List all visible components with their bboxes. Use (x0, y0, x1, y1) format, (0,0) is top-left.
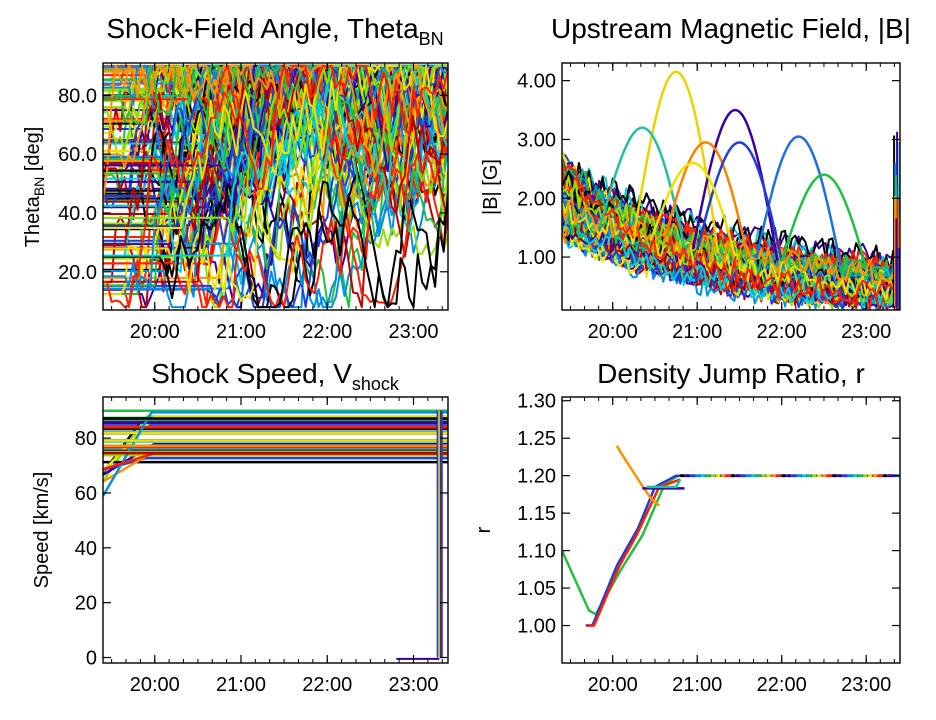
bfield-ytick-label: 1.00 (517, 247, 556, 269)
bfield-ytick-label: 2.00 (517, 188, 556, 210)
speed-xtick-label: 22:00 (302, 674, 352, 696)
theta-xtick-label: 20:00 (130, 321, 180, 343)
ratio-ticks: 20:00 21:00 22:00 23:00 1.00 1.05 1.10 1.15 1.20… (517, 391, 900, 696)
bfield-xtick-label: 23:00 (841, 321, 891, 343)
speed-series-line (103, 456, 448, 471)
speed-ytick-label: 20 (75, 593, 97, 615)
bfield-ticks: 20:00 21:00 22:00 23:00 1.00 2.00 3.00 4.00 (517, 63, 900, 343)
ratio-frame (561, 396, 901, 664)
speed-ylabel: Speed [km/s] (31, 472, 53, 589)
bfield-peak-line (632, 70, 720, 254)
ratio-series-line (615, 445, 661, 507)
ratio-ytick-label: 1.20 (517, 466, 556, 488)
ratio-series-line (562, 474, 900, 616)
theta-xtick-label: 23:00 (388, 321, 438, 343)
speed-series-line (103, 411, 448, 497)
speed-frame (102, 396, 449, 664)
ratio-series (562, 445, 900, 627)
theta-frame (102, 62, 449, 311)
bfield-xtick-label: 21:00 (672, 321, 722, 343)
panel-bfield: Upstream Magnetic Field, |B| |B| [G] 20:… (480, 13, 911, 343)
speed-ytick-label: 60 (75, 483, 97, 505)
theta-ytick-label: 80.0 (58, 85, 97, 107)
bfield-peak-line (649, 161, 737, 257)
theta-xtick-label: 21:00 (216, 321, 266, 343)
theta-xtick-label: 22:00 (302, 321, 352, 343)
ratio-ytick-label: 1.05 (517, 578, 556, 600)
ratio-ytick-label: 1.10 (517, 541, 556, 563)
theta-title: Shock-Field Angle, ThetaBN (106, 13, 443, 49)
ratio-ytick-label: 1.25 (517, 428, 556, 450)
ratio-xtick-label: 22:00 (757, 674, 807, 696)
bfield-ylabel: |B| [G] (480, 159, 502, 215)
bfield-xtick-label: 20:00 (588, 321, 638, 343)
theta-series-line (103, 64, 448, 257)
speed-xtick-label: 23:00 (388, 674, 438, 696)
theta-ytick-label: 20.0 (58, 262, 97, 284)
theta-series-line (103, 64, 448, 229)
speed-ticks: 20:00 21:00 22:00 23:00 0 20 40 60 80 (75, 397, 448, 696)
theta-series-line (103, 64, 448, 178)
theta-ylabel: ThetaBN [deg] (22, 127, 47, 248)
panel-theta: Shock-Field Angle, ThetaBN ThetaBN [deg]… (22, 13, 449, 343)
speed-ytick-label: 0 (86, 648, 97, 670)
bfield-frame (561, 62, 901, 311)
ratio-ytick-label: 1.00 (517, 616, 556, 638)
bfield-ytick-label: 4.00 (517, 71, 556, 93)
ratio-series-line (646, 478, 682, 489)
bfield-peak-line (780, 173, 868, 268)
theta-ytick-label: 40.0 (58, 203, 97, 225)
bfield-title: Upstream Magnetic Field, |B| (551, 13, 911, 44)
theta-series (103, 64, 448, 309)
bfield-peak-line (755, 135, 843, 267)
bfield-peak-line (695, 141, 783, 262)
speed-xtick-label: 21:00 (216, 674, 266, 696)
ratio-xtick-label: 21:00 (672, 674, 722, 696)
bfield-peak-line (662, 141, 750, 258)
bfield-xtick-label: 22:00 (757, 321, 807, 343)
ratio-ylabel: r (473, 526, 495, 533)
ratio-xtick-label: 20:00 (588, 674, 638, 696)
bfield-series (562, 70, 900, 310)
theta-series-line (103, 64, 448, 309)
panel-ratio: Density Jump Ratio, r r 20:00 21:00 22:00 2… (473, 358, 901, 696)
ratio-ytick-label: 1.15 (517, 503, 556, 525)
ratio-xtick-label: 23:00 (841, 674, 891, 696)
theta-series-line (103, 64, 448, 170)
speed-title: Shock Speed, Vshock (151, 358, 400, 394)
speed-ytick-label: 40 (75, 538, 97, 560)
theta-ytick-label: 60.0 (58, 144, 97, 166)
speed-ytick-label: 80 (75, 428, 97, 450)
theta-series-line (103, 181, 448, 309)
speed-series (103, 409, 448, 660)
panel-speed: Shock Speed, Vshock Speed [km/s] 20:00 21… (31, 358, 449, 696)
speed-xtick-label: 20:00 (130, 674, 180, 696)
ratio-ytick-label: 1.30 (517, 391, 556, 413)
bfield-ytick-label: 3.00 (517, 129, 556, 151)
theta-series-line (103, 64, 448, 290)
bfield-series-line (562, 164, 900, 308)
bfield-peak-line (598, 126, 686, 248)
ratio-title: Density Jump Ratio, r (597, 358, 865, 389)
